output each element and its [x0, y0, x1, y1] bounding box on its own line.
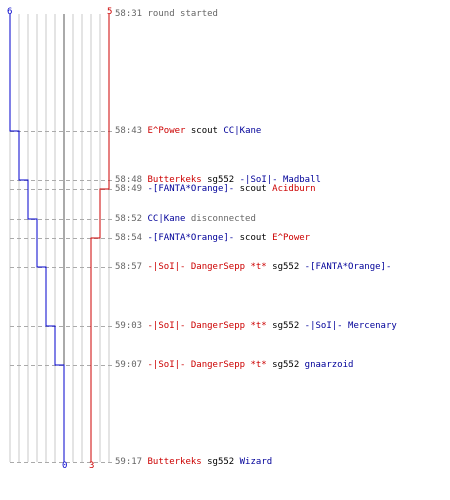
- event-time: 58:57: [115, 262, 148, 272]
- event-text: scout: [234, 184, 273, 194]
- event-text: -|SoI|- Madball: [239, 175, 321, 185]
- event-text: sg552: [266, 321, 305, 331]
- event-text: disconnected: [185, 214, 256, 224]
- event-text: -|SoI|- DangerSepp *t*: [147, 360, 267, 370]
- event-row: 59:07 -|SoI|- DangerSepp *t* sg552 gnaar…: [115, 359, 353, 371]
- event-text: -|SoI|- DangerSepp *t*: [147, 321, 267, 331]
- event-time: 58:43: [115, 126, 148, 136]
- event-text: -[FANTA*Orange]-: [147, 233, 235, 243]
- red-end-count: 3: [89, 461, 94, 471]
- event-text: -|SoI|- Mercenary: [304, 321, 397, 331]
- event-time: 59:17: [115, 457, 148, 467]
- event-row: 58:43 E^Power scout CC|Kane: [115, 125, 261, 137]
- event-text: sg552: [201, 175, 240, 185]
- event-time: 58:52: [115, 214, 148, 224]
- event-text: gnaarzoid: [304, 360, 354, 370]
- event-row: 58:54 -[FANTA*Orange]- scout E^Power: [115, 232, 310, 244]
- event-time: 59:07: [115, 360, 148, 370]
- event-row: 58:52 CC|Kane disconnected: [115, 213, 256, 225]
- event-time: 59:03: [115, 321, 148, 331]
- event-text: scout: [234, 233, 273, 243]
- event-text: E^Power: [147, 126, 186, 136]
- event-row: 58:49 -[FANTA*Orange]- scout Acidburn: [115, 183, 316, 195]
- event-text: -[FANTA*Orange]-: [147, 184, 235, 194]
- event-text: -|SoI|- DangerSepp *t*: [147, 262, 267, 272]
- event-row: 58:48 Butterkeks sg552 -|SoI|- Madball: [115, 174, 321, 186]
- blue-start-count: 6: [7, 7, 12, 17]
- blue-team-count-line: [9, 14, 65, 462]
- event-row: 59:03 -|SoI|- DangerSepp *t* sg552 -|SoI…: [115, 320, 397, 332]
- event-row: 59:17 Butterkeks sg552 Wizard: [115, 456, 272, 468]
- event-text: Butterkeks: [147, 175, 202, 185]
- red-team-count-line: [90, 14, 110, 462]
- event-text: Wizard: [239, 457, 273, 467]
- event-time: 58:49: [115, 184, 148, 194]
- event-time: 58:54: [115, 233, 148, 243]
- event-text: CC|Kane: [147, 214, 186, 224]
- event-dash-lines: [10, 131, 112, 463]
- event-text: round started: [147, 9, 218, 19]
- event-text: sg552: [266, 262, 305, 272]
- event-row: 58:31 round started: [115, 8, 218, 20]
- event-text: -[FANTA*Orange]-: [304, 262, 392, 272]
- event-time: 58:31: [115, 9, 148, 19]
- blue-end-count: 0: [62, 461, 67, 471]
- event-text: CC|Kane: [223, 126, 262, 136]
- event-time: 58:48: [115, 175, 148, 185]
- event-text: Butterkeks: [147, 457, 202, 467]
- red-start-count: 5: [107, 7, 112, 17]
- event-text: sg552: [201, 457, 240, 467]
- event-text: sg552: [266, 360, 305, 370]
- event-text: E^Power: [272, 233, 311, 243]
- event-text: scout: [185, 126, 224, 136]
- event-row: 58:57 -|SoI|- DangerSepp *t* sg552 -[FAN…: [115, 261, 391, 273]
- event-text: Acidburn: [272, 184, 316, 194]
